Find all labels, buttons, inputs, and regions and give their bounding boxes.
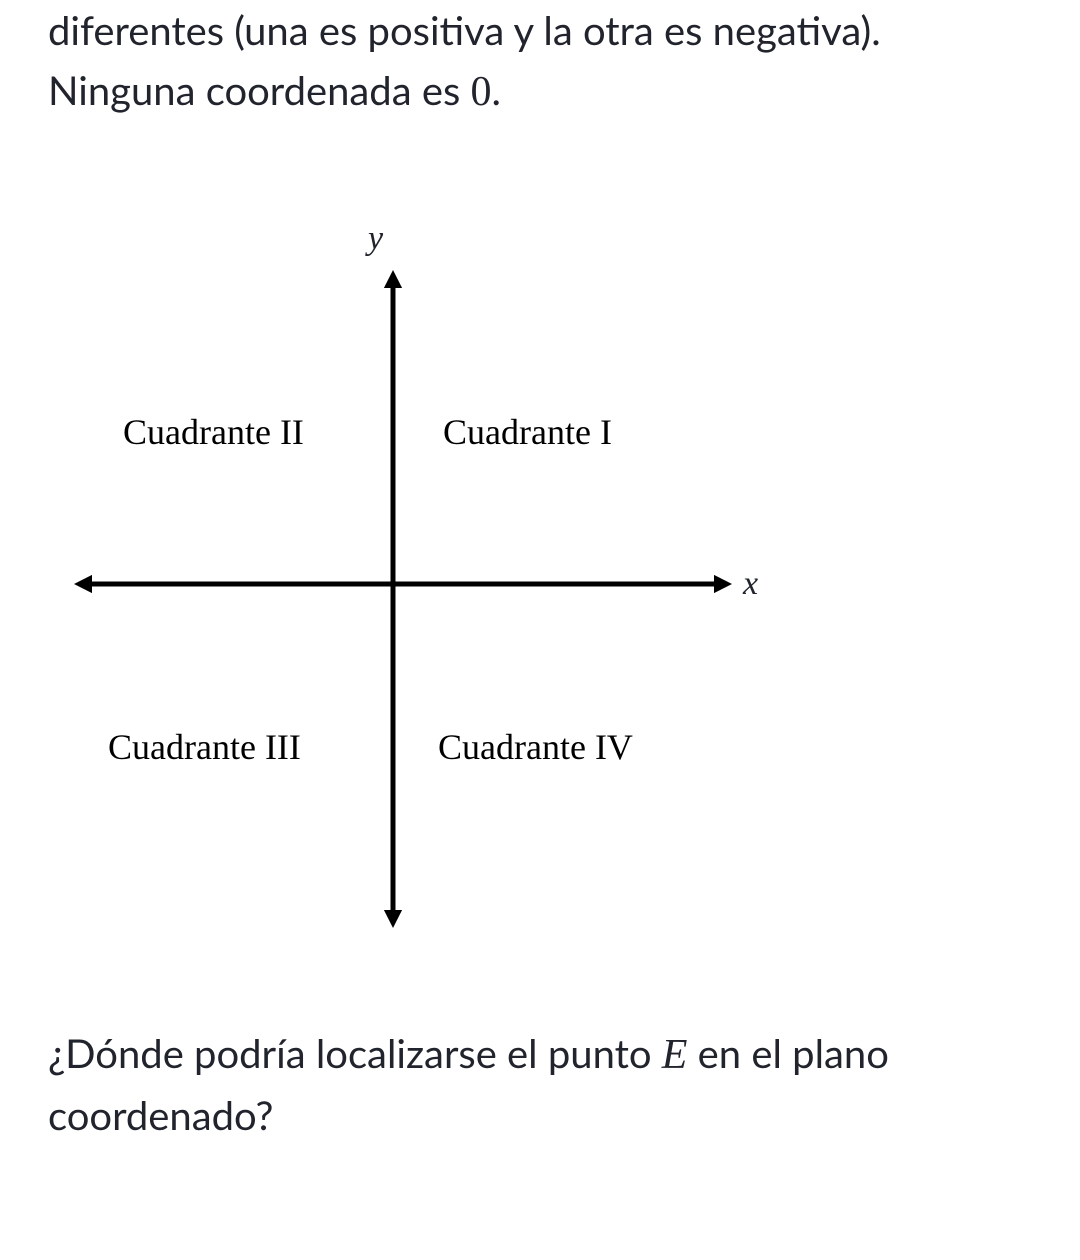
quadrant-1-label: Cuadrante I [443,412,612,452]
intro-zero: 0 [471,69,492,115]
y-axis-label: y [365,220,384,257]
intro-line2-prefix: Ninguna coordenada es [48,66,471,114]
quadrant-3-label: Cuadrante III [108,727,301,767]
intro-line1: diferentes (una es positiva y la otra es… [48,6,881,54]
quadrant-2-label: Cuadrante II [123,412,304,452]
quadrant-4-label: Cuadrante IV [438,727,633,767]
y-axis-arrow-up [384,270,402,288]
coordinate-plane-svg: y x Cuadrante I Cuadrante II Cuadrante III Cu… [48,204,768,944]
question-text: ¿Dónde podría localizarse el punto E en … [48,1024,1032,1144]
x-axis-label: x [742,565,758,602]
question-prefix: ¿Dónde podría localizarse el punto [48,1029,662,1077]
intro-text: diferentes (una es positiva y la otra es… [48,0,1032,124]
question-point-var: E [662,1032,688,1078]
x-axis-arrow-right [714,575,732,593]
coordinate-plane-diagram: y x Cuadrante I Cuadrante II Cuadrante III Cu… [48,204,1032,944]
intro-line2-suffix: . [492,66,501,114]
x-axis-arrow-left [74,575,92,593]
y-axis-arrow-down [384,910,402,928]
